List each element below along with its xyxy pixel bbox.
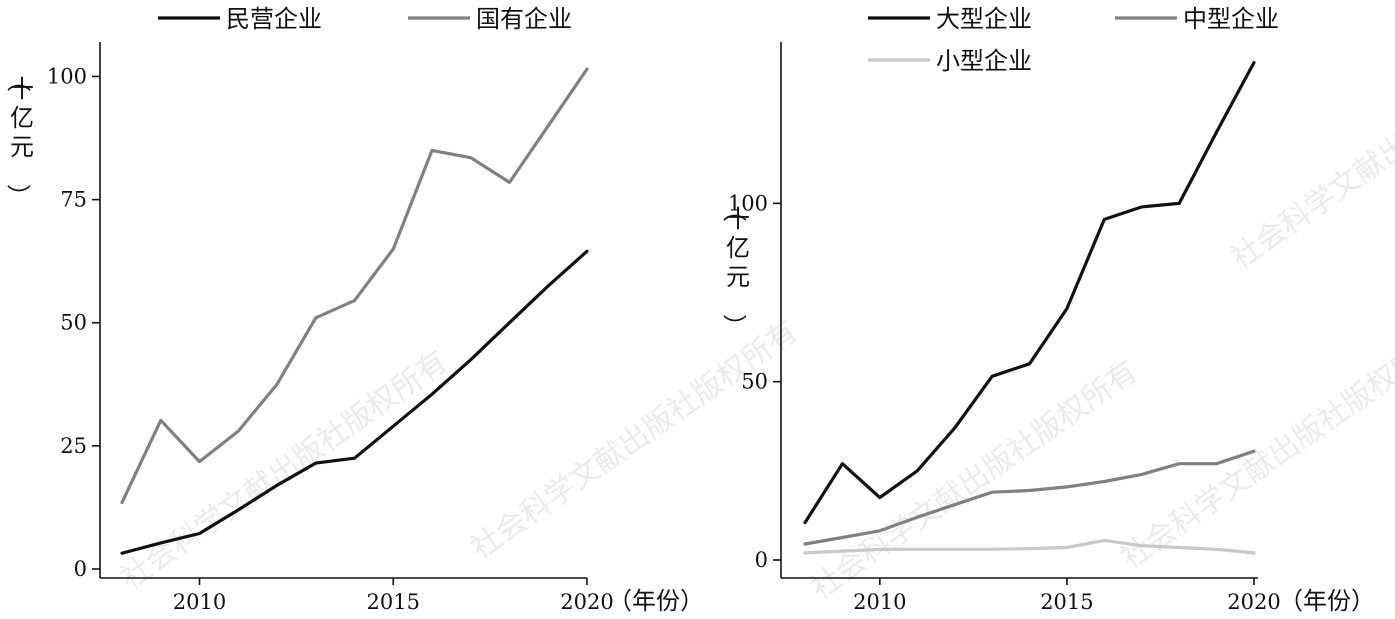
watermark-text: 社会科学文献出版社版权所有 [115,344,455,596]
y-axis-label-char: ） [720,314,748,338]
y-axis-label: （十亿元） [4,68,34,208]
legend-label-3: 小型企业 [936,47,1032,75]
x-tick-label: 2010 [853,590,906,614]
legend-label-1: 大型企业 [936,5,1032,33]
legend-label-1: 民营企业 [226,5,322,33]
x-tick-label: 2020 [1227,590,1280,614]
watermark-text: 社会科学文献出版社版权所有 [1225,24,1395,276]
y-tick-label: 0 [755,548,768,572]
y-axis-label-char: 元 [10,133,34,161]
x-axis-label: （年份） [608,587,704,615]
y-axis-label-char: 元 [726,263,750,291]
legend-label-2: 国有企业 [476,5,572,33]
x-tick-label: 2020 [560,590,613,614]
y-axis-label-char: 亿 [10,104,34,132]
x-tick-label: 2015 [1040,590,1093,614]
legend-label-2: 中型企业 [1183,5,1279,33]
y-tick-label: 75 [60,188,87,212]
x-axis-label: （年份） [1279,587,1375,615]
watermark-text: 社会科学文献出版社版权所有 [805,354,1145,606]
y-axis-label: （十亿元） [720,198,750,338]
watermark-layer: 社会科学文献出版社版权所有 社会科学文献出版社版权所有 社会科学文献出版社版权所有社… [115,24,1395,606]
y-tick-label: 50 [60,311,87,335]
watermark-text: 社会科学文献出版社版权所有 [465,314,805,566]
y-tick-label: 0 [74,557,87,581]
y-axis-label-char: 亿 [726,234,750,262]
y-tick-label: 50 [741,370,768,394]
x-tick-label: 2010 [173,590,226,614]
y-axis-label-char: ） [4,184,32,208]
y-tick-label: 25 [60,434,87,458]
y-tick-label: 100 [47,64,87,88]
x-tick-label: 2015 [367,590,420,614]
y-axis-label-char: 十 [10,75,34,103]
y-axis-label-char: 十 [726,205,750,233]
